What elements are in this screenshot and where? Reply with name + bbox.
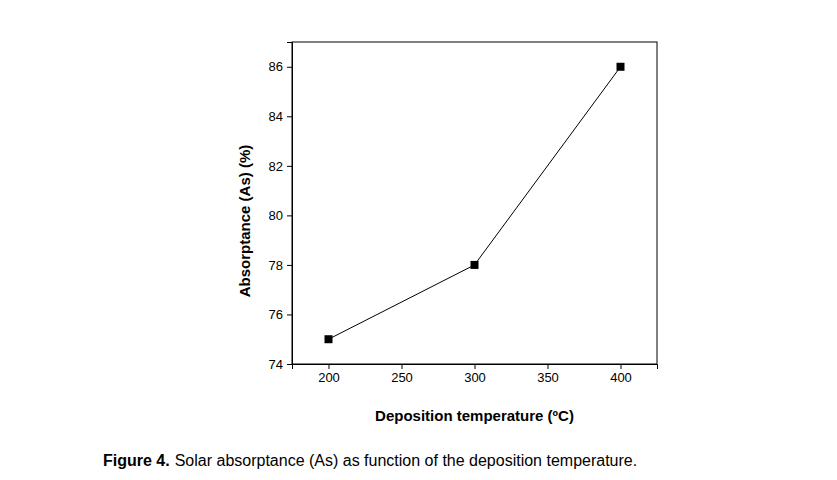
- y-tick-label: 86: [269, 59, 283, 74]
- plot-frame: [292, 42, 657, 364]
- plot-area: [325, 63, 625, 343]
- y-tick: 86: [269, 59, 292, 74]
- y-tick-mark: [287, 116, 292, 117]
- y-axis: 74 76 78 80 82 84 86: [269, 43, 293, 372]
- y-tick-label: 84: [269, 109, 283, 124]
- chart: 200 250 300 350 400 74 76 78 80 82 84 86 Deposition …: [0, 0, 837, 480]
- x-tick-mark: [475, 364, 476, 369]
- x-tick-label: 350: [537, 370, 559, 385]
- caption-part: Solar absorptance (As) as function of th…: [175, 452, 637, 469]
- x-tick-mark: [329, 364, 330, 369]
- x-tick: 400: [610, 364, 632, 385]
- x-tick: 300: [464, 364, 486, 385]
- x-tick-mark: [402, 364, 403, 369]
- y-axis-title: Absorptance (As) (%): [236, 145, 253, 298]
- x-tick-label: 400: [610, 370, 632, 385]
- y-tick-mark: [287, 67, 292, 68]
- data-marker: [617, 63, 625, 71]
- x-tick: 350: [537, 364, 559, 385]
- y-tick: 84: [269, 109, 292, 124]
- x-axis-line: [293, 365, 658, 370]
- y-tick-mark: [287, 215, 292, 216]
- data-marker: [471, 261, 479, 269]
- x-axis-title: Deposition temperature (ºC): [375, 407, 574, 424]
- y-tick: 80: [269, 208, 292, 223]
- y-tick-label: 74: [269, 357, 283, 372]
- x-axis: 200 250 300 350 400: [293, 364, 658, 385]
- caption: Figure 4. Solar absorptance (As) as funct…: [103, 452, 637, 469]
- x-tick: 200: [318, 364, 340, 385]
- x-tick: 250: [391, 364, 413, 385]
- caption-part: Figure 4.: [103, 452, 170, 469]
- y-tick: 76: [269, 307, 292, 322]
- y-tick: 82: [269, 159, 292, 174]
- data-marker: [325, 335, 333, 343]
- y-tick-mark: [287, 265, 292, 266]
- x-tick-mark: [621, 364, 622, 369]
- y-tick-mark: [287, 166, 292, 167]
- y-tick-label: 76: [269, 307, 283, 322]
- x-tick-mark: [548, 364, 549, 369]
- y-axis-line: [287, 43, 293, 365]
- x-tick-label: 300: [464, 370, 486, 385]
- y-tick-label: 80: [269, 208, 283, 223]
- data-line: [329, 67, 621, 339]
- x-tick-label: 250: [391, 370, 413, 385]
- y-tick: 74: [269, 357, 292, 372]
- y-tick-label: 82: [269, 159, 283, 174]
- x-tick-label: 200: [318, 370, 340, 385]
- y-tick-mark: [287, 314, 292, 315]
- y-tick-mark: [287, 364, 292, 365]
- y-tick: 78: [269, 258, 292, 273]
- y-tick-label: 78: [269, 258, 283, 273]
